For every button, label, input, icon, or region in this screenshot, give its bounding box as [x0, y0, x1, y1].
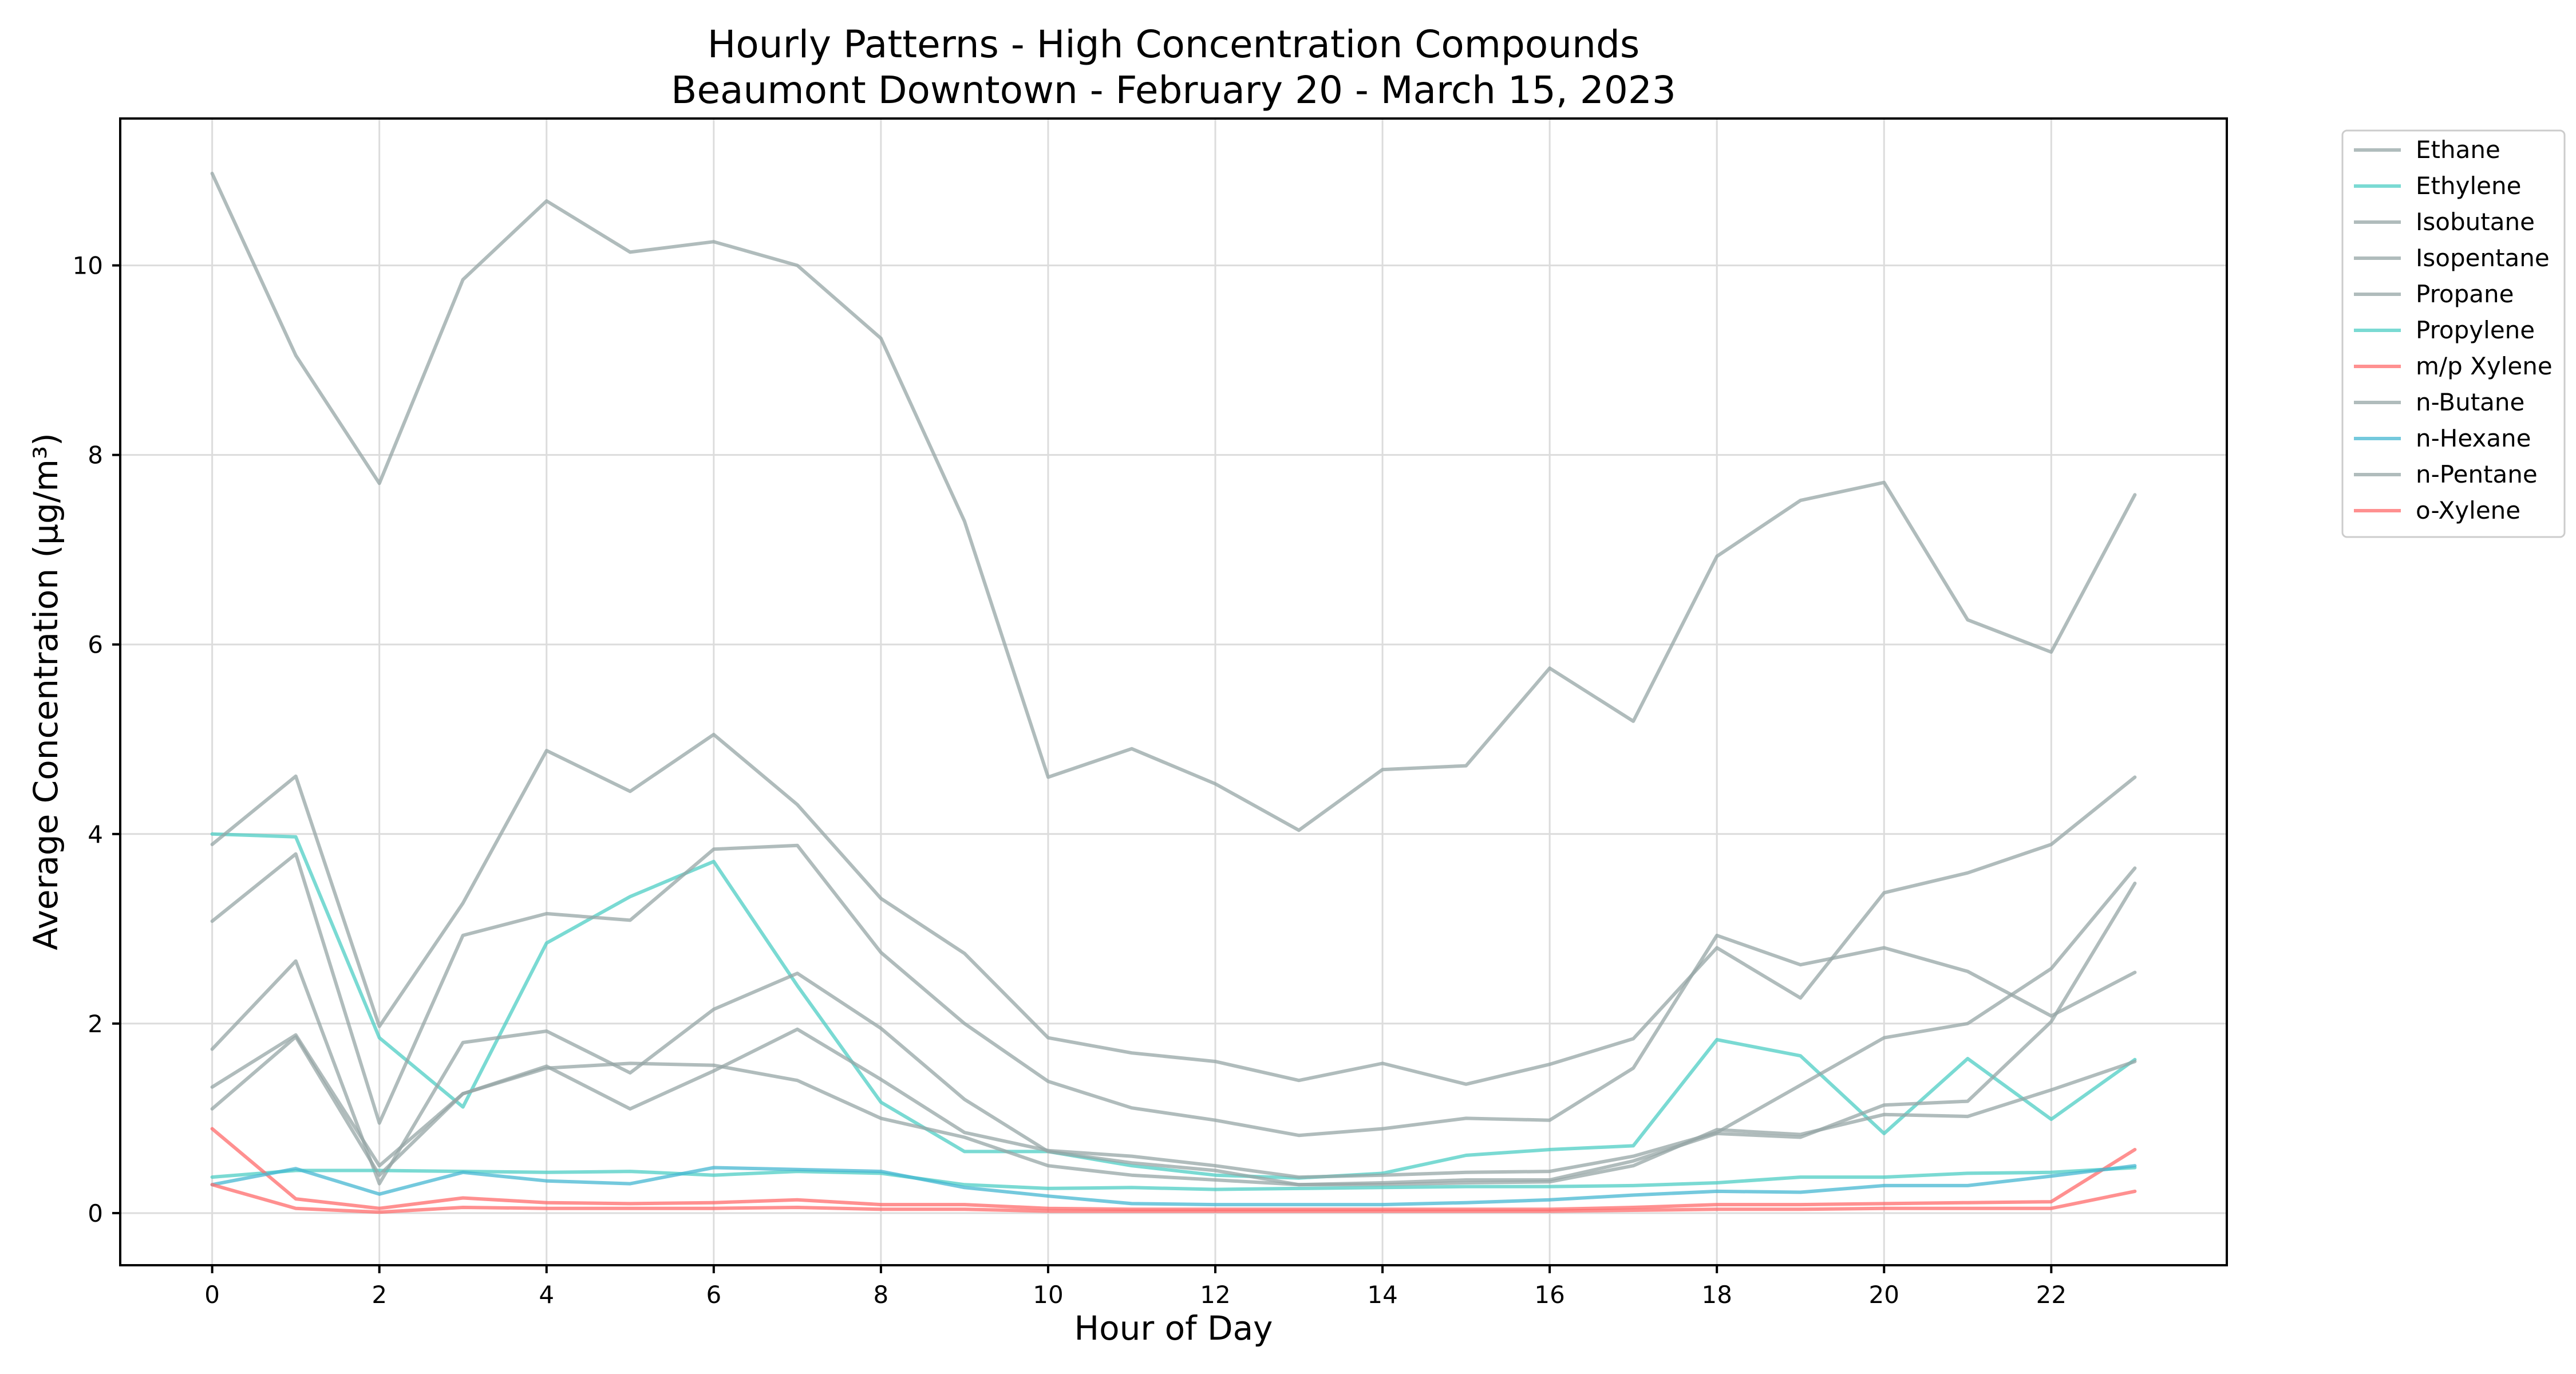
- legend-label-propylene: Propylene: [2416, 316, 2535, 344]
- legend-label-propane: Propane: [2416, 280, 2514, 308]
- legend-label-n-pentane: n-Pentane: [2416, 460, 2538, 488]
- chart-subtitle: Beaumont Downtown - February 20 - March …: [671, 68, 1676, 112]
- x-tick-label: 18: [1701, 1281, 1732, 1309]
- series-line-m-p-xylene: [210, 1127, 2137, 1211]
- series-line-ethylene: [210, 832, 2137, 1180]
- legend-label-isobutane: Isobutane: [2416, 208, 2535, 236]
- legend-box: [2341, 129, 2566, 538]
- legend-label-o-xylene: o-Xylene: [2416, 496, 2520, 524]
- x-tick-label: 22: [2036, 1281, 2067, 1309]
- legend-label-n-butane: n-Butane: [2416, 388, 2524, 416]
- grid: [120, 119, 2227, 1265]
- y-tick-label: 8: [88, 441, 103, 469]
- series-line-o-xylene: [210, 1183, 2137, 1214]
- y-tick-label: 6: [88, 631, 103, 659]
- series-line-propylene: [210, 1166, 2137, 1191]
- y-axis-label: Average Concentration (μg/m³): [26, 433, 65, 950]
- legend-label-ethane: Ethane: [2416, 136, 2500, 164]
- x-tick-label: 10: [1033, 1281, 1063, 1309]
- series-line-n-butane: [210, 843, 2137, 1138]
- y-tick-label: 4: [88, 820, 103, 848]
- x-axis-label: Hour of Day: [1074, 1309, 1273, 1348]
- series-lines: [210, 172, 2137, 1214]
- y-tick-label: 10: [73, 252, 103, 280]
- legend: Ethane Ethylene Isobutane Isopentane Propane…: [2341, 129, 2566, 538]
- x-tick-label: 2: [372, 1281, 387, 1309]
- legend-label-ethylene: Ethylene: [2416, 172, 2521, 200]
- y-tick-label: 2: [88, 1010, 103, 1038]
- x-tick-label: 4: [539, 1281, 554, 1309]
- axis-ticks: 0 2 4 6 8 10 12 14 16 18 20 22 0 2 4 6 8 10: [73, 252, 2067, 1309]
- x-tick-label: 12: [1200, 1281, 1230, 1309]
- series-line-propane: [210, 733, 2137, 1086]
- series-line-n-hexane: [210, 1164, 2137, 1207]
- x-tick-label: 0: [204, 1281, 220, 1309]
- x-tick-label: 20: [1869, 1281, 1899, 1309]
- x-tick-label: 14: [1367, 1281, 1397, 1309]
- series-line-ethane: [210, 172, 2137, 832]
- legend-label-m-p-xylene: m/p Xylene: [2416, 352, 2553, 380]
- plot-frame: [119, 117, 2228, 1266]
- x-tick-label: 6: [706, 1281, 721, 1309]
- series-line-n-pentane: [210, 866, 2137, 1179]
- y-tick-label: 0: [88, 1199, 103, 1227]
- legend-label-isopentane: Isopentane: [2416, 244, 2550, 272]
- x-tick-label: 8: [874, 1281, 889, 1309]
- chart-title: Hourly Patterns - High Concentration Com…: [708, 22, 1639, 66]
- x-tick-label: 16: [1534, 1281, 1564, 1309]
- legend-label-n-hexane: n-Hexane: [2416, 424, 2531, 452]
